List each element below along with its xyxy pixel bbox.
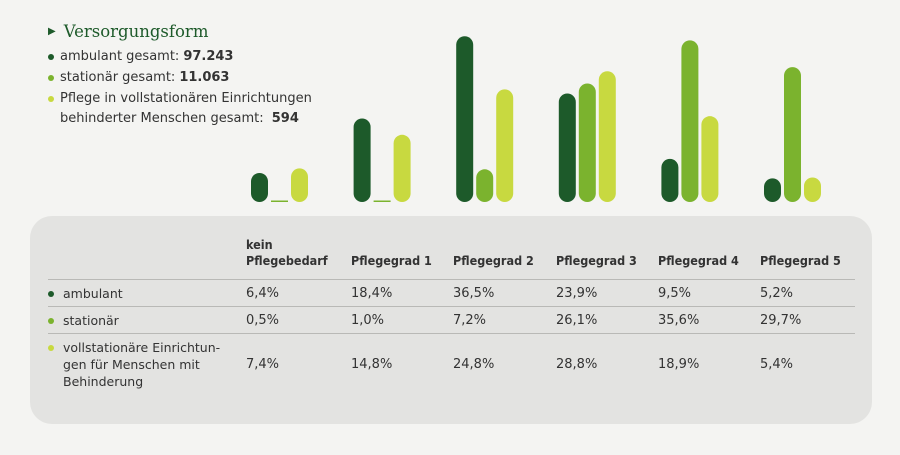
header-line: kein <box>246 237 273 252</box>
table-cell: 0,5% <box>246 306 351 334</box>
bar-stationär-4 <box>681 40 699 203</box>
table-header: Pflegegrad 1 <box>351 253 432 268</box>
bar-vollstationäre-1 <box>393 134 411 202</box>
header-line: Pflegebedarf <box>246 253 328 268</box>
table-header: Pflegegrad 5 <box>760 253 841 268</box>
legend-item-stationaer: stationär gesamt: 11.063 <box>48 68 312 88</box>
legend-title: ▶ Versorgungsform <box>48 22 312 41</box>
table-row: vollstationäre Einrichtun-gen für Mensch… <box>48 333 855 394</box>
legend-item-vollstationaer: Pflege in vollstationären Einrichtungen … <box>48 89 312 129</box>
table-cell: 24,8% <box>453 333 556 394</box>
table-cell: 29,7% <box>760 306 855 334</box>
legend-label-line1: Pflege in vollstationären Einrichtungen <box>60 91 312 106</box>
table-cell: 26,1% <box>556 306 658 334</box>
bar-stationär-1 <box>373 200 391 202</box>
legend-label-line2: behinderter Menschen gesamt: <box>60 111 264 126</box>
stationaer-dot-icon <box>48 317 54 324</box>
bar-ambulant-3 <box>558 93 576 202</box>
table-header: Pflegegrad 4 <box>658 253 739 268</box>
legend-label: ambulant gesamt: <box>60 49 180 64</box>
data-table: kein Pflegebedarf Pflegegrad 1 Pflegegrad… <box>48 237 855 394</box>
bar-ambulant-5 <box>764 178 781 202</box>
row-label-cell: vollstationäre Einrichtun-gen für Mensch… <box>48 333 246 394</box>
row-label: ambulant <box>63 285 123 301</box>
bar-stationär-3 <box>578 83 596 202</box>
table-cell: 18,4% <box>351 279 453 307</box>
table-row: stationär 0,5% 1,0% 7,2% 26,1% 35,6% 29,… <box>48 306 855 334</box>
table-cell: 23,9% <box>556 279 658 307</box>
row-label-cell: ambulant <box>48 279 246 307</box>
table-header: Pflegegrad 2 <box>453 253 534 268</box>
table-cell: 18,9% <box>658 333 760 394</box>
legend-value: 11.063 <box>179 70 230 85</box>
table-header: Pflegegrad 3 <box>556 253 637 268</box>
bar-stationär-2 <box>476 169 494 202</box>
table-cell: 6,4% <box>246 279 351 307</box>
table-cell: 7,4% <box>246 333 351 394</box>
bar-chart <box>251 36 821 203</box>
legend-item-ambulant: ambulant gesamt: 97.243 <box>48 47 312 67</box>
bar-ambulant-4 <box>661 158 679 202</box>
bar-vollstationäre-2 <box>496 89 514 202</box>
legend-value: 594 <box>271 111 299 126</box>
bar-vollstationäre-5 <box>804 177 821 202</box>
table-cell: 1,0% <box>351 306 453 334</box>
row-label-line: Behinderung <box>63 373 144 389</box>
bar-ambulant-1 <box>353 118 371 202</box>
legend-value: 97.243 <box>183 49 234 64</box>
table-header: kein Pflegebedarf <box>246 237 351 280</box>
vollstationaer-dot-icon <box>48 96 54 102</box>
ambulant-dot-icon <box>48 54 54 60</box>
bar-vollstationäre-4 <box>701 116 719 202</box>
table-cell: 36,5% <box>453 279 556 307</box>
bar-ambulant-0 <box>251 172 268 202</box>
row-label-multiline: vollstationäre Einrichtun-gen für Mensch… <box>63 339 220 390</box>
bar-vollstationäre-0 <box>291 168 308 202</box>
table-cell: 5,2% <box>760 279 855 307</box>
row-label: stationär <box>63 312 119 328</box>
table-cell: 9,5% <box>658 279 760 307</box>
vollstationaer-dot-icon <box>48 344 54 351</box>
table-cell: 5,4% <box>760 333 855 394</box>
row-label-line: gen für Menschen mit <box>63 356 200 372</box>
ambulant-dot-icon <box>48 290 54 297</box>
table-row: ambulant 6,4% 18,4% 36,5% 23,9% 9,5% 5,2… <box>48 279 855 307</box>
table-cell: 28,8% <box>556 333 658 394</box>
legend-label: stationär gesamt: <box>60 70 176 85</box>
bar-vollstationäre-3 <box>598 71 616 203</box>
row-label-cell: stationär <box>48 306 246 334</box>
triangle-right-icon: ▶ <box>48 26 56 37</box>
bar-stationär-0 <box>271 200 288 202</box>
stationaer-dot-icon <box>48 75 54 81</box>
legend-label-multiline: Pflege in vollstationären Einrichtungen … <box>60 89 312 129</box>
table-header-empty <box>48 237 246 280</box>
row-label-line: vollstationäre Einrichtun- <box>63 339 221 355</box>
table-cell: 7,2% <box>453 306 556 334</box>
table-cell: 14,8% <box>351 333 453 394</box>
bar-ambulant-2 <box>456 36 474 203</box>
table-cell: 35,6% <box>658 306 760 334</box>
legend: ▶ Versorgungsform ambulant gesamt: 97.24… <box>48 22 312 130</box>
bar-stationär-5 <box>784 67 801 203</box>
legend-title-text: Versorgungsform <box>63 22 209 41</box>
